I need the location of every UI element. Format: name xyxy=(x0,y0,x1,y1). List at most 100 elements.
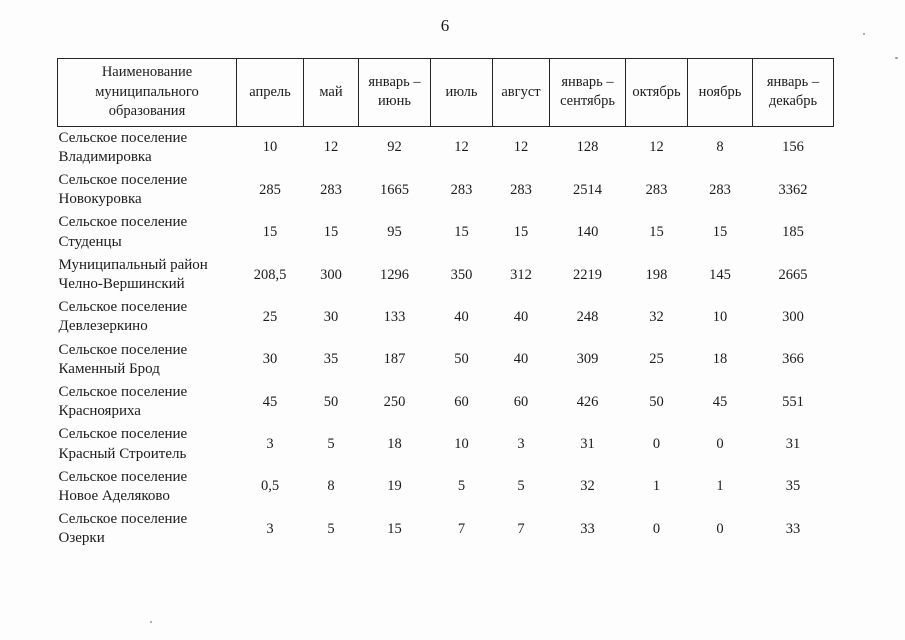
value-cell: 40 xyxy=(454,308,469,325)
value-cell: 5 xyxy=(327,436,335,452)
value-cell: 15 xyxy=(454,224,469,241)
header-row: Наименование муниципального образования … xyxy=(57,58,834,127)
row-name-cell: Сельское поселение Владимировка xyxy=(58,129,188,165)
table-row: Сельское поселение Студенцы 15 15 95 15 15 14… xyxy=(58,211,834,253)
table-header: Наименование муниципального образования … xyxy=(57,58,834,127)
municipal-report-table: Наименование муниципального образования … xyxy=(57,58,834,550)
value-cell: 33 xyxy=(580,520,595,537)
value-cell: 366 xyxy=(782,351,804,368)
value-cell: 18 xyxy=(712,351,728,368)
value-cell: 185 xyxy=(782,224,804,241)
scan-speck xyxy=(863,33,865,35)
value-cell: 15 xyxy=(323,224,339,241)
value-cell: 33 xyxy=(785,520,801,537)
value-cell: 25 xyxy=(262,308,278,325)
value-cell: 283 xyxy=(645,181,668,198)
header-cell-july: июль xyxy=(430,58,493,127)
value-cell: 0 xyxy=(716,436,724,452)
value-cell: 12 xyxy=(513,139,529,156)
table-row: Сельское поселение Девлезеркино 25 30 133 4… xyxy=(58,296,834,338)
table-row: Сельское поселение Владимировка 10 12 92 12… xyxy=(58,126,834,169)
value-cell: 7 xyxy=(457,520,466,537)
value-cell: 3362 xyxy=(778,181,808,198)
value-cell: 1 xyxy=(716,478,724,495)
header-cell-jan-september: январь – сентябрь xyxy=(549,58,626,127)
value-cell: 300 xyxy=(320,266,342,283)
value-cell: 208,5 xyxy=(253,266,287,283)
value-cell: 0 xyxy=(652,520,661,537)
table-row: Сельское поселение Озерки 3 5 15 7 7 33 0 0 33 xyxy=(58,508,834,550)
value-cell: 30 xyxy=(262,351,278,368)
value-cell: 133 xyxy=(383,308,406,325)
value-cell: 92 xyxy=(387,139,402,156)
value-cell: 1296 xyxy=(380,266,409,283)
value-cell: 551 xyxy=(782,393,804,410)
value-cell: 1665 xyxy=(380,181,409,198)
value-cell: 15 xyxy=(649,224,664,241)
value-cell: 40 xyxy=(513,351,529,368)
value-cell: 12 xyxy=(454,139,469,156)
value-cell: 30 xyxy=(323,308,339,325)
value-cell: 45 xyxy=(712,393,728,410)
value-cell: 7 xyxy=(517,520,525,537)
header-cell-august: август xyxy=(492,58,550,127)
value-cell: 35 xyxy=(323,351,339,368)
value-cell: 309 xyxy=(576,351,599,368)
table-row: Сельское поселение Новое Аделяково 0,5 8 1… xyxy=(58,466,834,508)
header-cell-november: ноябрь xyxy=(687,58,753,127)
value-cell: 283 xyxy=(510,181,532,198)
table-row: Сельское поселение Новокуровка 285 283 166… xyxy=(58,169,834,211)
value-cell: 250 xyxy=(383,393,406,410)
value-cell: 128 xyxy=(576,139,599,156)
table-row: Муниципальный район Челно-Вершинский 208… xyxy=(58,254,834,296)
value-cell: 3 xyxy=(266,436,274,452)
header-cell-jan-june: январь – июнь xyxy=(358,58,431,127)
value-cell: 12 xyxy=(323,139,339,156)
row-name-cell: Сельское поселение Красный Строитель xyxy=(58,426,188,462)
row-name-cell: Сельское поселение Студенцы xyxy=(58,214,188,250)
row-name-cell: Сельское поселение Озерки xyxy=(58,511,188,547)
row-name-cell: Сельское поселение Новокуровка xyxy=(58,172,188,208)
value-cell: 25 xyxy=(649,351,664,368)
value-cell: 285 xyxy=(259,181,281,198)
value-cell: 312 xyxy=(510,266,532,283)
row-name-cell: Сельское поселение Краснояриха xyxy=(58,383,188,420)
value-cell: 45 xyxy=(262,393,278,410)
value-cell: 0 xyxy=(716,520,724,537)
value-cell: 50 xyxy=(323,393,339,410)
header-cell-name: Наименование муниципального образования xyxy=(57,58,237,127)
value-cell: 15 xyxy=(513,224,529,241)
value-cell: 19 xyxy=(387,478,402,495)
value-cell: 283 xyxy=(320,181,342,198)
header-cell-october: октябрь xyxy=(625,58,688,127)
value-cell: 145 xyxy=(709,266,731,283)
value-cell: 187 xyxy=(383,351,406,368)
scan-speck xyxy=(150,621,152,623)
row-name-cell: Сельское поселение Каменный Брод xyxy=(58,341,188,377)
value-cell: 0 xyxy=(652,436,661,452)
value-cell: 426 xyxy=(576,393,599,410)
value-cell: 1 xyxy=(652,478,661,495)
row-name-cell: Сельское поселение Девлезеркино xyxy=(58,299,188,335)
value-cell: 31 xyxy=(580,436,595,452)
value-cell: 5 xyxy=(457,478,466,495)
value-cell: 60 xyxy=(513,393,529,410)
value-cell: 15 xyxy=(387,520,402,537)
value-cell: 32 xyxy=(580,478,595,495)
scan-speck xyxy=(895,57,898,59)
value-cell: 31 xyxy=(785,436,801,452)
value-cell: 300 xyxy=(782,308,804,325)
value-cell: 2665 xyxy=(778,266,808,283)
value-cell: 10 xyxy=(262,139,278,156)
value-cell: 140 xyxy=(576,224,599,241)
table-row: Сельское поселение Каменный Брод 30 35 187… xyxy=(58,339,834,381)
value-cell: 50 xyxy=(649,393,664,410)
value-cell: 15 xyxy=(262,224,278,241)
page-number: 6 xyxy=(440,16,450,35)
header-cell-may: май xyxy=(303,58,359,127)
value-cell: 8 xyxy=(716,139,724,156)
value-cell: 248 xyxy=(576,308,599,325)
value-cell: 10 xyxy=(712,308,728,325)
header-cell-jan-december: январь – декабрь xyxy=(752,58,834,127)
value-cell: 12 xyxy=(649,139,664,156)
